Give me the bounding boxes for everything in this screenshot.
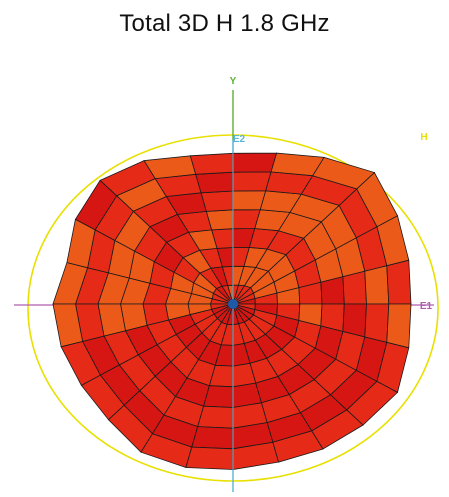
lobe-cell bbox=[185, 446, 234, 470]
lobe-cell bbox=[386, 303, 412, 349]
lobe-cell bbox=[191, 426, 234, 450]
lobe-cell bbox=[342, 303, 367, 338]
lobe-cell bbox=[386, 259, 412, 305]
axis-label-y: Y bbox=[230, 76, 237, 87]
lobe-cell bbox=[195, 171, 234, 194]
center-marker bbox=[228, 299, 238, 309]
page-title: Total 3D H 1.8 GHz bbox=[119, 10, 330, 37]
lobe-cell bbox=[197, 405, 234, 429]
lobe-cell bbox=[189, 152, 234, 175]
lobe-cell bbox=[232, 152, 278, 173]
lobe-cell bbox=[364, 303, 390, 343]
axis-label-e1: E1 bbox=[420, 301, 433, 312]
radiation-lobe bbox=[52, 152, 412, 470]
axis-label-e2: E2 bbox=[233, 134, 246, 145]
lobe-cell bbox=[232, 171, 272, 192]
lobe-cell bbox=[364, 265, 390, 305]
axis-label-h: H bbox=[420, 132, 427, 143]
lobe-cell bbox=[232, 190, 267, 211]
